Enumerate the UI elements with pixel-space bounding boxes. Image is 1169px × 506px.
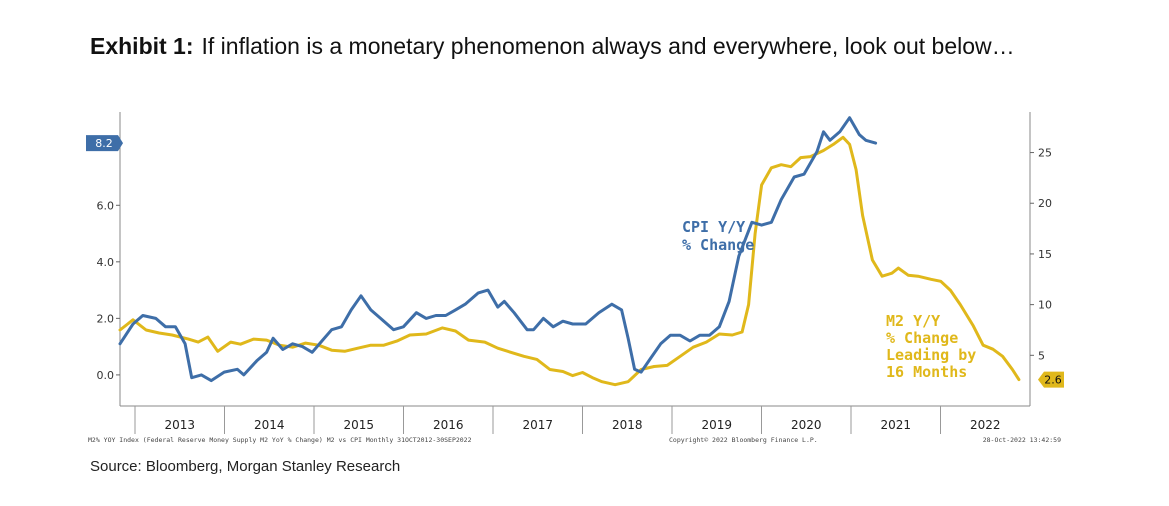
right-tick-label: 25	[1038, 147, 1052, 160]
right-tick-label: 20	[1038, 197, 1052, 210]
right-tick-label: 15	[1038, 248, 1052, 261]
left-tick-label: 0.0	[97, 369, 115, 382]
right-tick-label: 10	[1038, 299, 1052, 312]
x-tick-label: 2022	[970, 418, 1001, 432]
exhibit-title-text: If inflation is a monetary phenomenon al…	[201, 33, 1015, 59]
m2-annotation-line: M2 Y/Y	[886, 312, 940, 330]
m2-annotation-line: Leading by	[886, 346, 976, 364]
m2-annotation-line: 16 Months	[886, 363, 967, 381]
x-tick-label: 2017	[522, 418, 553, 432]
left-tick-label: 2.0	[97, 312, 115, 325]
m2-last-value-tag	[1038, 371, 1064, 388]
m2-last-value-label: 2.6	[1044, 374, 1062, 387]
chart-footer-left: M2% YOY Index (Federal Reserve Money Sup…	[88, 436, 472, 444]
cpi-last-value-label: 8.2	[95, 137, 113, 150]
chart-footer-right: 28-Oct-2022 13:42:59	[983, 436, 1061, 444]
x-tick-label: 2019	[701, 418, 732, 432]
chart-footer-center: Copyright© 2022 Bloomberg Finance L.P.	[669, 436, 818, 444]
x-tick-label: 2015	[343, 418, 374, 432]
exhibit-label: Exhibit 1:	[90, 33, 194, 59]
x-tick-label: 2018	[612, 418, 643, 432]
x-tick-label: 2013	[164, 418, 195, 432]
m2-series-line	[118, 135, 1021, 387]
left-tick-label: 4.0	[97, 256, 115, 269]
x-tick-label: 2014	[254, 418, 285, 432]
left-tick-label: 6.0	[97, 199, 115, 212]
exhibit-title: Exhibit 1: If inflation is a monetary phe…	[90, 30, 1090, 62]
x-tick-label: 2020	[791, 418, 822, 432]
cpi-series-line	[118, 116, 878, 383]
x-tick-label: 2016	[433, 418, 464, 432]
cpi-annotation-line: % Change	[682, 236, 754, 254]
right-tick-label: 5	[1038, 349, 1045, 362]
m2-annotation-line: % Change	[886, 329, 958, 347]
x-tick-label: 2021	[880, 418, 911, 432]
cpi-last-value-tag	[86, 135, 123, 152]
cpi-annotation-line: CPI Y/Y	[682, 218, 745, 236]
source-note: Source: Bloomberg, Morgan Stanley Resear…	[90, 458, 401, 475]
